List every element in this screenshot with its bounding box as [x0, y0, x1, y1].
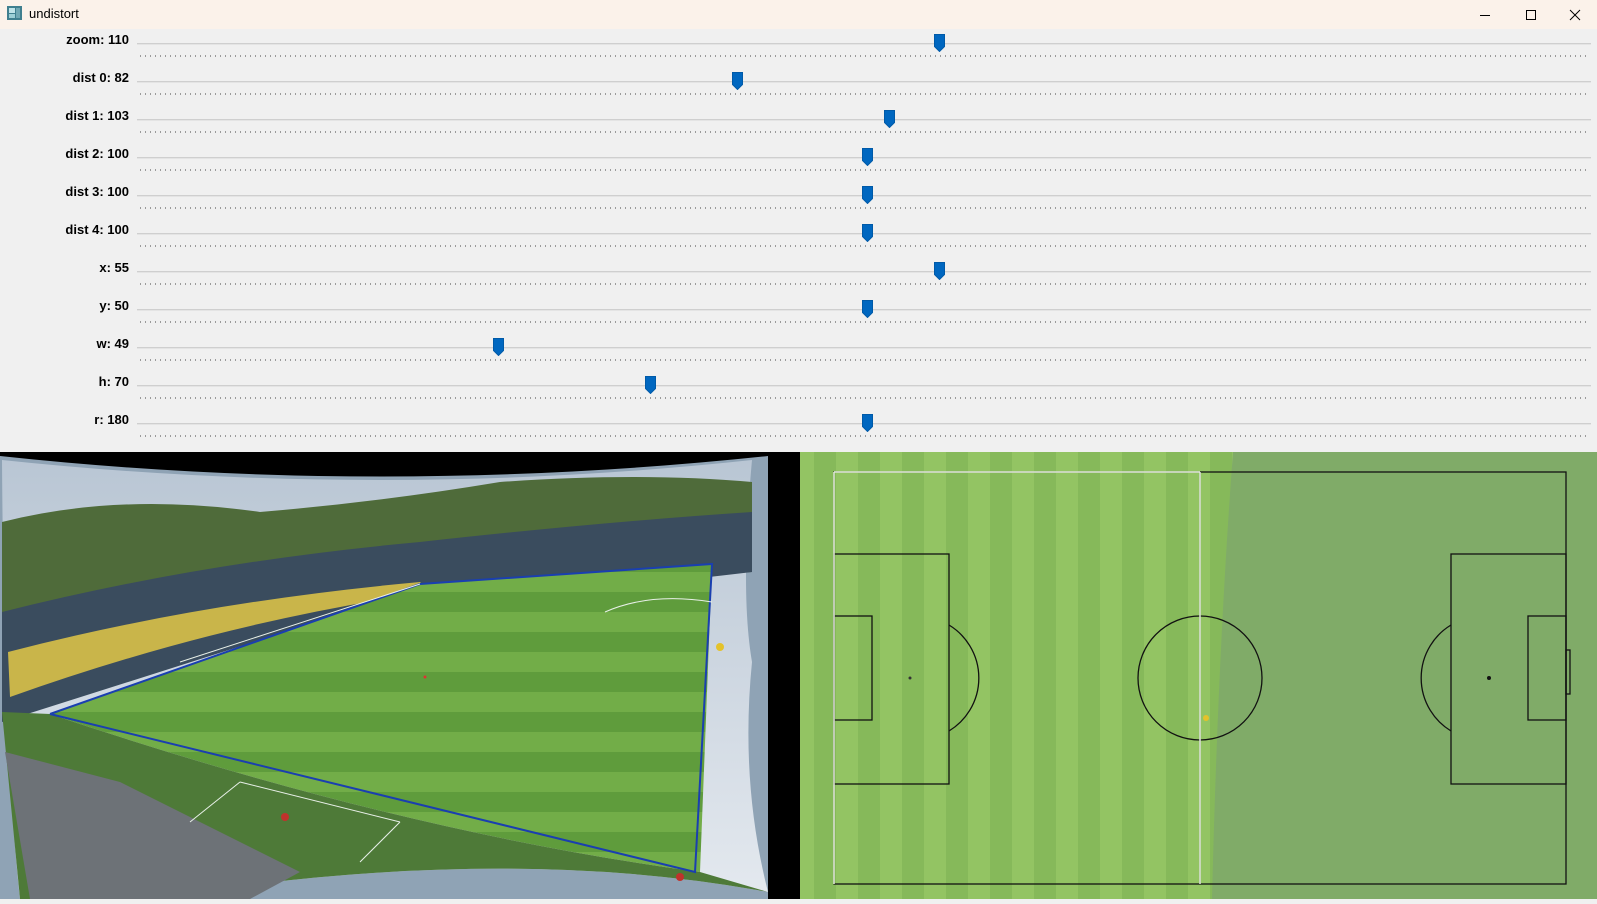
slider-thumb-dist4[interactable] — [862, 224, 873, 242]
image-canvas — [0, 452, 1597, 899]
slider-row-dist3: dist 3: 100 — [0, 181, 1597, 219]
slider-ticks — [140, 55, 1590, 57]
title-bar: undistort — [0, 0, 1597, 30]
slider-row-w: w: 49 — [0, 333, 1597, 371]
slider-track-w[interactable] — [137, 347, 1591, 349]
slider-label-dist1: dist 1: 103 — [65, 108, 129, 123]
slider-thumb-y[interactable] — [862, 300, 873, 318]
slider-track-dist0[interactable] — [137, 81, 1591, 83]
slider-ticks — [140, 169, 1590, 171]
slider-ticks — [140, 245, 1590, 247]
slider-label-zoom: zoom: 110 — [66, 32, 129, 47]
slider-row-y: y: 50 — [0, 295, 1597, 333]
slider-ticks — [140, 207, 1590, 209]
slider-ticks — [140, 131, 1590, 133]
slider-thumb-dist3[interactable] — [862, 186, 873, 204]
slider-thumb-h[interactable] — [644, 376, 656, 394]
slider-label-dist3: dist 3: 100 — [65, 184, 129, 199]
slider-label-x: x: 55 — [99, 260, 129, 275]
maximize-icon — [1526, 9, 1536, 20]
slider-track-zoom[interactable] — [137, 43, 1591, 45]
slider-row-r: r: 180 — [0, 409, 1597, 447]
slider-label-r: r: 180 — [94, 412, 129, 427]
slider-ticks — [140, 397, 1590, 399]
slider-ticks — [140, 93, 1590, 95]
slider-label-y: y: 50 — [99, 298, 129, 313]
slider-thumb-dist2[interactable] — [862, 148, 873, 166]
slider-label-dist4: dist 4: 100 — [65, 222, 129, 237]
slider-label-h: h: 70 — [98, 374, 129, 389]
slider-row-h: h: 70 — [0, 371, 1597, 409]
slider-thumb-dist0[interactable] — [731, 72, 743, 90]
slider-row-x: x: 55 — [0, 257, 1597, 295]
maximize-button[interactable] — [1508, 0, 1554, 29]
slider-row-zoom: zoom: 110 — [0, 29, 1597, 67]
slider-ticks — [140, 359, 1590, 361]
image-viewer — [0, 452, 1597, 899]
slider-row-dist2: dist 2: 100 — [0, 143, 1597, 181]
slider-track-x[interactable] — [137, 271, 1591, 273]
slider-row-dist1: dist 1: 103 — [0, 105, 1597, 143]
slider-thumb-x[interactable] — [934, 262, 946, 280]
close-button[interactable] — [1553, 0, 1597, 29]
slider-ticks — [140, 321, 1590, 323]
close-icon — [1569, 9, 1581, 20]
app-icon — [7, 6, 22, 20]
birds-eye-pitch-view — [800, 452, 1597, 899]
slider-label-dist0: dist 0: 82 — [72, 70, 129, 85]
slider-row-dist0: dist 0: 82 — [0, 67, 1597, 105]
slider-panel: zoom: 110 dist 0: 82 dist 1: 103 dist 2:… — [0, 29, 1597, 452]
slider-thumb-zoom[interactable] — [934, 34, 946, 52]
slider-label-dist2: dist 2: 100 — [65, 146, 129, 161]
slider-thumb-w[interactable] — [492, 338, 504, 356]
minimize-icon — [1480, 14, 1490, 16]
slider-ticks — [140, 283, 1590, 285]
slider-thumb-r[interactable] — [862, 414, 873, 432]
slider-track-h[interactable] — [137, 385, 1591, 387]
slider-ticks — [140, 435, 1590, 437]
slider-label-w: w: 49 — [96, 336, 129, 351]
slider-row-dist4: dist 4: 100 — [0, 219, 1597, 257]
window-title: undistort — [29, 6, 79, 21]
slider-track-dist1[interactable] — [137, 119, 1591, 121]
undistorted-camera-view — [0, 452, 800, 899]
slider-thumb-dist1[interactable] — [883, 110, 895, 128]
minimize-button[interactable] — [1462, 0, 1508, 29]
